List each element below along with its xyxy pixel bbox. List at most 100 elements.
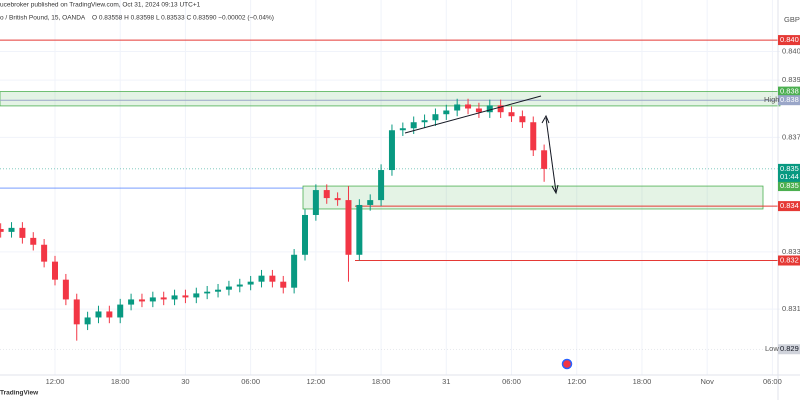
candle-body: [8, 227, 15, 232]
candle-body: [138, 299, 145, 302]
candle-body: [215, 289, 222, 292]
x-tick-label: 06:00: [241, 377, 260, 386]
candle-body: [475, 108, 482, 113]
y-tick-label: 0.840: [782, 47, 800, 56]
level-label: 0.840: [780, 35, 799, 44]
level-label-bg: [778, 344, 800, 355]
x-tick-label: 12:00: [306, 377, 325, 386]
candle-body: [356, 204, 363, 255]
x-tick-label: 12:00: [46, 377, 65, 386]
y-tick-label: 0.837: [782, 132, 800, 141]
candle-body: [171, 295, 178, 300]
x-tick-label: 31: [442, 377, 450, 386]
zone-label: 0.838: [780, 87, 799, 96]
symbol: o / British Pound, 15, OANDA: [0, 15, 86, 22]
candle-body: [280, 281, 287, 288]
candle-body: [432, 114, 439, 121]
candle-body: [236, 284, 243, 287]
candle-body: [106, 311, 113, 318]
trend-line: [404, 95, 542, 134]
high-label: High: [764, 95, 779, 104]
plot: [0, 0, 781, 375]
level-label: 0.829: [780, 344, 799, 353]
candle-body: [345, 200, 352, 255]
candle-body: [160, 297, 167, 300]
x-tick-label: 12:00: [567, 377, 586, 386]
level-label-bg: [778, 201, 800, 212]
candle-body: [291, 254, 298, 288]
candle-body: [465, 104, 472, 109]
candle-body: [378, 170, 385, 201]
candle-body: [410, 122, 417, 129]
candle-body: [204, 291, 211, 294]
candle-body: [454, 104, 461, 111]
candle-body: [193, 293, 200, 298]
candle-body: [519, 116, 526, 123]
candle-body: [84, 317, 91, 325]
x-tick-label: 18:00: [372, 377, 391, 386]
x-tick-label: 18:00: [633, 377, 652, 386]
x-tick-label: 06:00: [502, 377, 521, 386]
level-label-bg: [778, 35, 800, 46]
candle-body: [443, 110, 450, 115]
x-tick-label: 06:00: [763, 377, 782, 386]
candle-body: [0, 229, 4, 232]
currency: GBP: [784, 15, 800, 24]
publisher: ucebroker published on TradingView.com, …: [0, 2, 201, 9]
candle-body: [258, 275, 265, 282]
level-label: 0.835: [780, 164, 799, 173]
zone: [302, 185, 764, 210]
arrow: [545, 117, 557, 193]
candle-body: [247, 281, 254, 285]
candle-body: [508, 112, 515, 117]
level-label: 0.834: [780, 201, 799, 210]
candle-body: [421, 120, 428, 123]
y-tick-label: 0.831: [782, 304, 800, 313]
x-tick-label: 30: [181, 377, 189, 386]
level-label-bg: [778, 163, 800, 182]
arrow-heads: [541, 114, 559, 195]
candle-body: [323, 190, 330, 199]
candle-body: [541, 150, 548, 169]
x-tick-label: 18:00: [111, 377, 130, 386]
level-label-bg: [778, 95, 800, 106]
low-label: Low: [765, 344, 779, 353]
y-tick-label: 0.839: [782, 75, 800, 84]
candle-body: [182, 295, 189, 298]
zone-label-bg: [778, 86, 800, 97]
zone: [0, 91, 781, 107]
candle-body: [117, 304, 124, 318]
candle-body: [95, 311, 102, 318]
level-label: 0.838: [780, 95, 799, 104]
candle-body: [530, 122, 537, 151]
level-label: 0.832: [780, 255, 799, 264]
candle-body: [62, 279, 69, 300]
level-label-bg: [778, 255, 800, 266]
candle-body: [486, 105, 493, 113]
zone-label: 0.835: [780, 181, 799, 190]
zone-label-bg: [778, 181, 800, 192]
x-tick-label: Nov: [701, 377, 715, 386]
brand: TradingView: [0, 390, 39, 397]
candle-body: [128, 299, 135, 305]
candle-body: [73, 299, 80, 325]
candle-body: [497, 105, 504, 113]
candle-body: [302, 214, 308, 255]
candle-body: [52, 261, 58, 280]
candle-body: [388, 130, 395, 171]
countdown: 01:44: [780, 172, 799, 181]
candle-body: [399, 128, 406, 131]
candle-body: [334, 198, 341, 201]
candle-body: [269, 275, 276, 282]
candle-body: [312, 190, 319, 215]
candle-body: [149, 297, 156, 302]
ohlc: O 0.83558 H 0.83598 L 0.83533 C 0.83590 …: [92, 15, 274, 22]
candle-body: [367, 200, 374, 205]
candle-body: [19, 227, 26, 238]
candle-body: [225, 286, 232, 290]
y-tick-label: 0.833: [782, 247, 800, 256]
event-icon: [561, 358, 573, 370]
candle-body: [30, 237, 37, 245]
